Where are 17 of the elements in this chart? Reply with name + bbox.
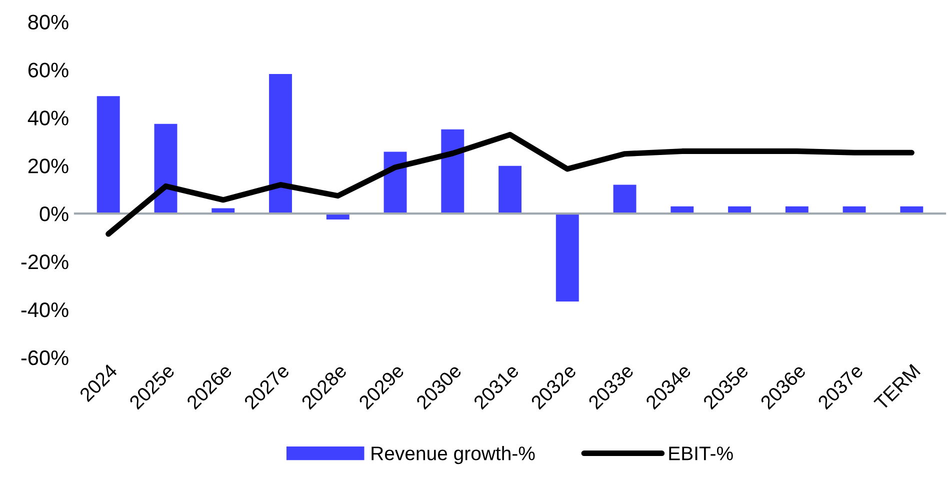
bar — [498, 166, 522, 214]
bar — [556, 214, 579, 302]
bar — [613, 184, 636, 214]
y-tick-label: -60% — [21, 350, 68, 366]
bar — [96, 96, 120, 214]
bar — [441, 129, 464, 214]
y-tick-label: 40% — [28, 110, 68, 126]
y-tick-label: -40% — [21, 302, 68, 318]
y-tick-label: 80% — [28, 14, 68, 30]
legend-label: Revenue growth-% — [372, 446, 535, 464]
y-tick-label: 0% — [40, 206, 68, 222]
bar — [269, 74, 292, 214]
bar — [154, 124, 178, 214]
y-tick-label: 60% — [28, 62, 68, 78]
y-tick-label: 20% — [28, 158, 68, 174]
y-tick-label: -20% — [21, 254, 68, 270]
legend-label: EBIT-% — [669, 446, 733, 460]
